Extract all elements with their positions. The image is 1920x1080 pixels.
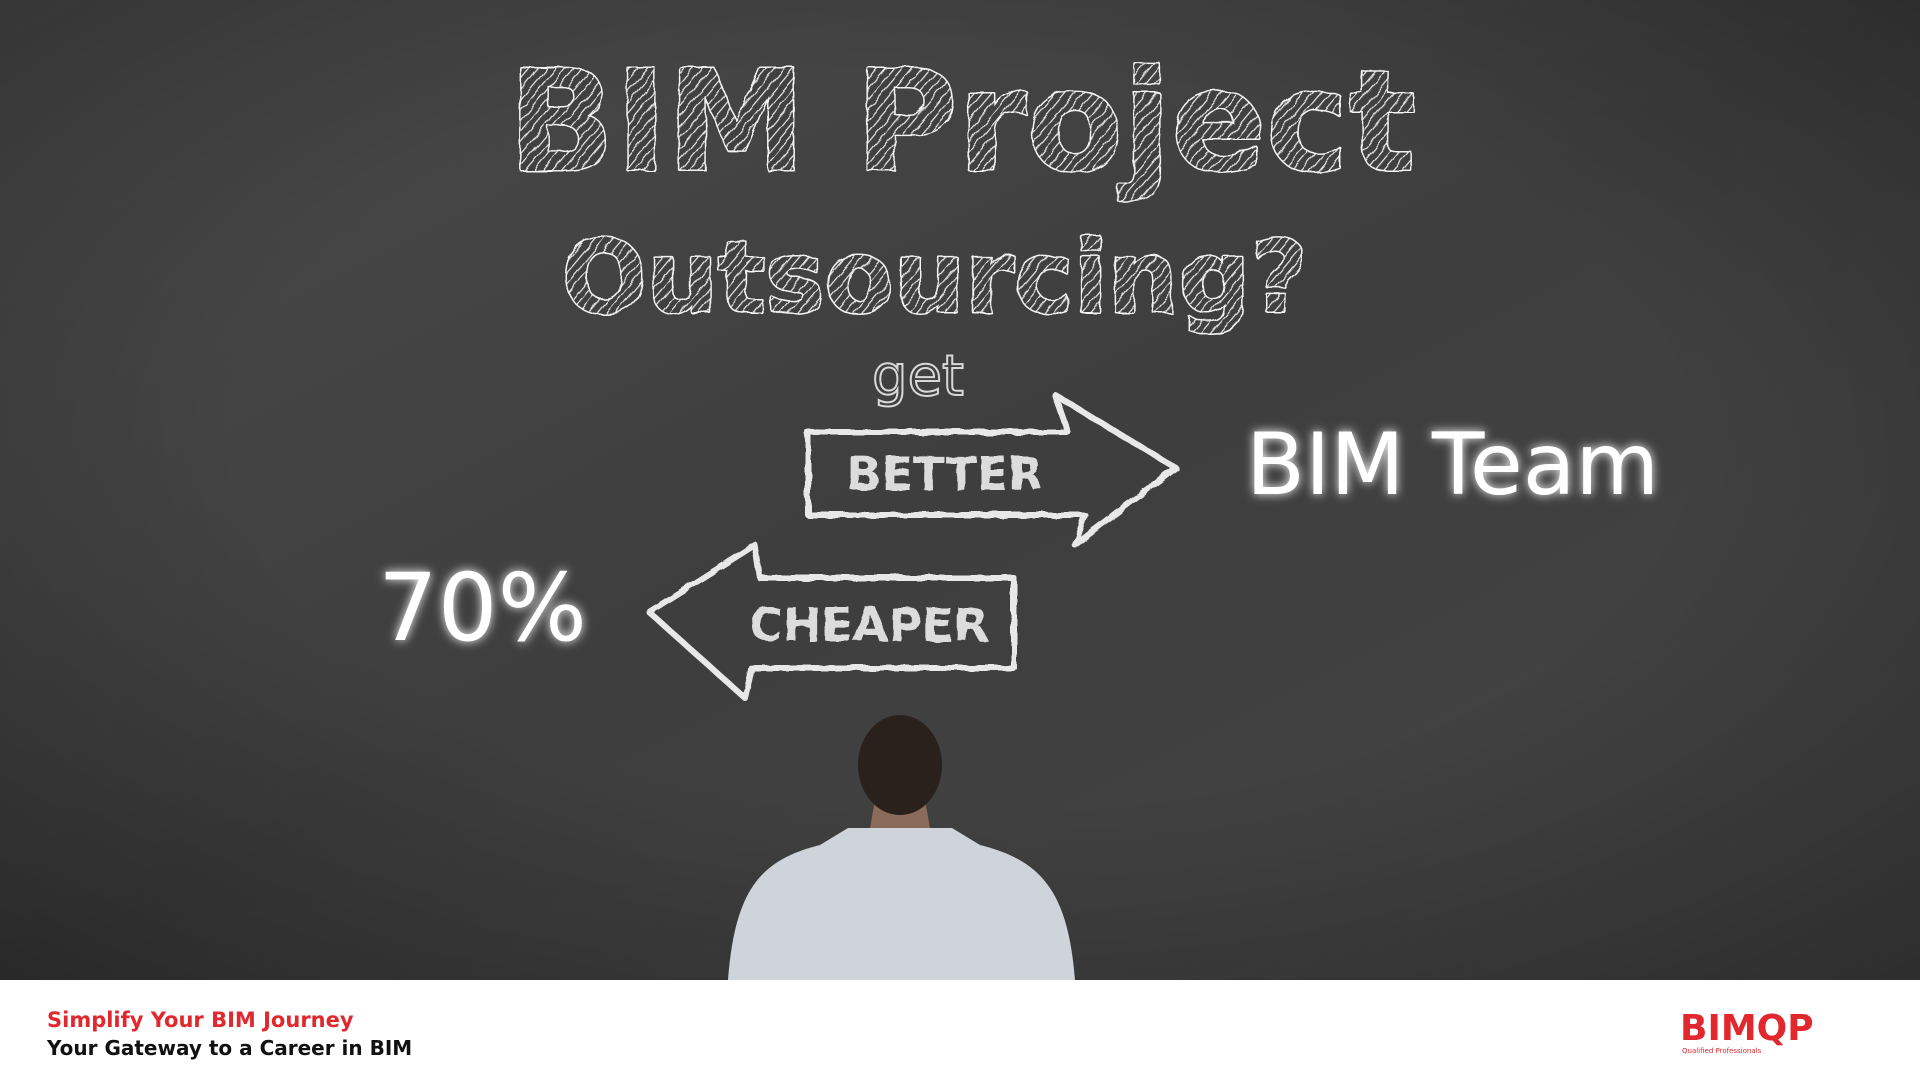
shirt (728, 828, 1075, 980)
headline-line2: Outsourcing? (561, 219, 1308, 336)
connector-text: get (872, 344, 964, 409)
head (858, 715, 942, 815)
arrow-target: 70% (378, 554, 587, 663)
left-arrow (646, 542, 1017, 701)
arrow-target: BIM Team (1246, 415, 1659, 515)
footer-tagline: Simplify Your BIM Journey (47, 1008, 354, 1032)
vignette (0, 0, 1920, 980)
logo-caption: Qualified Professionals (1682, 1047, 1762, 1055)
arrow-label: BETTER (846, 447, 1043, 501)
arrow-label: CHEAPER (749, 598, 989, 652)
person (728, 715, 1075, 980)
headline-line1: BIM Project (508, 41, 1416, 204)
footer (0, 980, 1920, 1080)
right-arrow (805, 392, 1179, 548)
footer-subtitle: Your Gateway to a Career in BIM (46, 1036, 412, 1060)
logo-name: BIMQP (1680, 1008, 1814, 1049)
